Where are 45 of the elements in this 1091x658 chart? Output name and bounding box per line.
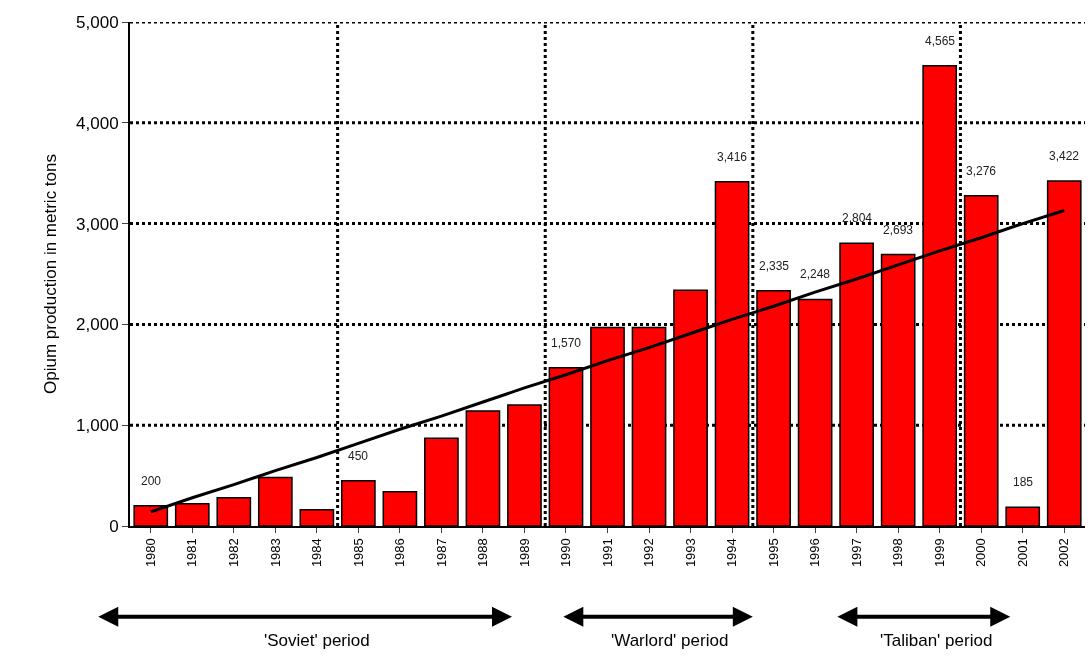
y-tick-label: 2,000 xyxy=(76,315,119,335)
x-tick-label: 2002 xyxy=(1056,538,1072,568)
x-tick-label: 1989 xyxy=(516,538,532,568)
data-label: 4,565 xyxy=(925,34,956,48)
y-tick-label: 1,000 xyxy=(76,416,119,436)
x-tick-label: 1991 xyxy=(599,538,615,568)
x-tick-label: 2000 xyxy=(973,538,989,568)
x-tick-label: 2001 xyxy=(1014,538,1030,568)
y-tick-label: 0 xyxy=(109,516,119,536)
x-tick-label: 1986 xyxy=(392,538,408,568)
x-tick-label: 1999 xyxy=(931,538,947,568)
x-tick-label: 1985 xyxy=(350,538,366,568)
data-label: 185 xyxy=(1013,475,1034,489)
data-label: 450 xyxy=(348,449,369,463)
text: 'Taliban' period xyxy=(880,631,993,650)
x-tick-label: 1983 xyxy=(267,538,283,568)
data-label: 3,276 xyxy=(966,164,997,178)
y-axis-title: Opium production in metric tons xyxy=(41,154,61,394)
x-tick-label: 1982 xyxy=(226,538,242,568)
data-label: 200 xyxy=(141,474,162,488)
x-tick-label: 1984 xyxy=(309,538,325,568)
text: 'Warlord' period xyxy=(611,631,729,650)
x-tick-label: 1981 xyxy=(184,538,200,568)
text: 'Soviet' period xyxy=(264,631,370,650)
y-tick-label: 5,000 xyxy=(76,12,119,32)
x-tick-label: 1987 xyxy=(433,538,449,568)
x-tick-label: 1998 xyxy=(890,538,906,568)
data-label: 2,804 xyxy=(842,211,873,225)
data-label: 2,248 xyxy=(800,267,831,281)
x-tick-label: 1993 xyxy=(682,538,698,568)
x-tick-label: 1980 xyxy=(142,538,158,568)
data-label: 3,416 xyxy=(717,150,748,164)
data-label: 2,335 xyxy=(759,259,790,273)
x-tick-label: 1997 xyxy=(848,538,864,568)
x-tick-label: 1996 xyxy=(807,538,823,568)
x-tick-label: 1992 xyxy=(641,538,657,568)
x-tick-label: 1988 xyxy=(475,538,491,568)
x-tick-label: 1994 xyxy=(724,538,740,568)
y-tick-label: 4,000 xyxy=(76,113,119,133)
data-label: 2,693 xyxy=(883,223,914,237)
data-label: 3,422 xyxy=(1049,149,1080,163)
y-tick-label: 3,000 xyxy=(76,214,119,234)
x-tick-label: 1990 xyxy=(558,538,574,568)
x-tick-label: 1995 xyxy=(765,538,781,568)
data-label: 1,570 xyxy=(551,336,582,350)
